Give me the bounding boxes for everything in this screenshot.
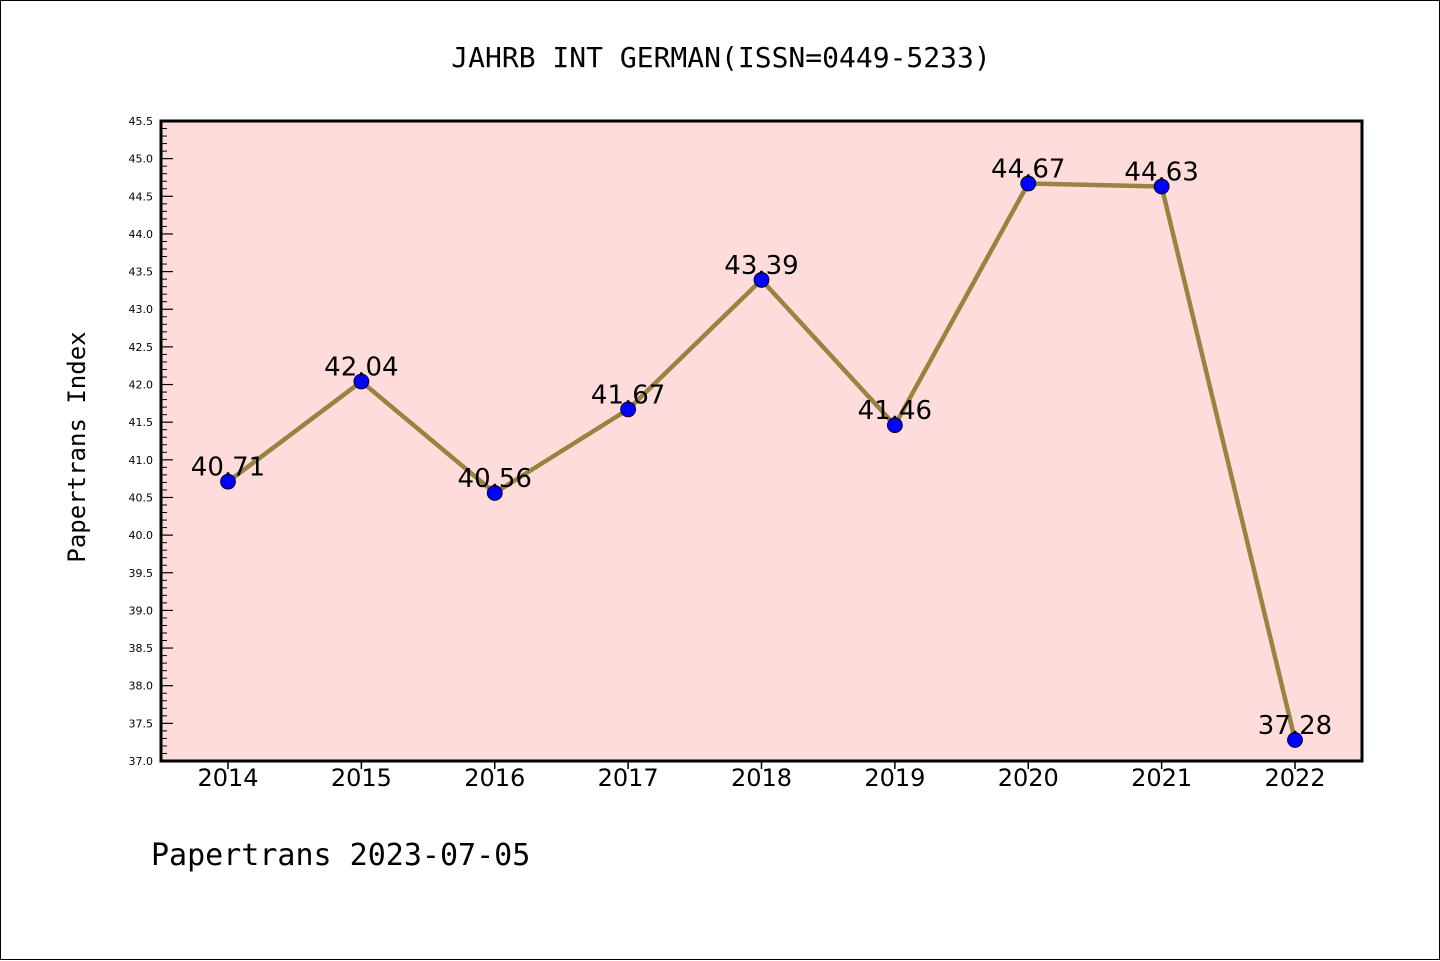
data-points: [220, 175, 1303, 748]
y-tick-label: 39.5: [129, 567, 154, 580]
data-label: 42.04: [324, 353, 398, 383]
data-point: [1287, 732, 1303, 748]
point-labels: 40.71 42.04 40.56 41.67 43.39 41.46 44.67 44.63…: [191, 154, 1332, 740]
data-point: [753, 271, 770, 288]
data-label: 44.63: [1124, 158, 1198, 188]
x-tick-labels: 2014 2015 2016 2017 2018 2019 2020 2021 2022: [197, 764, 1325, 792]
data-point: [353, 373, 370, 390]
y-tick-label: 44.0: [129, 228, 154, 241]
x-tick-label: 2015: [331, 764, 392, 792]
data-label: 41.46: [858, 396, 932, 426]
chart-footer: Papertrans 2023-07-05: [151, 838, 530, 873]
data-label: 40.56: [458, 464, 532, 494]
y-tick-label: 44.5: [129, 190, 154, 203]
data-point: [620, 401, 637, 418]
x-tick-label: 2022: [1264, 764, 1325, 792]
y-tick-label: 41.0: [129, 454, 154, 467]
y-tick-label: 45.5: [129, 115, 154, 128]
plot-area: [161, 121, 1362, 761]
y-tick-label: 38.0: [129, 680, 154, 693]
data-point: [220, 473, 236, 490]
x-tick-label: 2017: [598, 764, 659, 792]
y-tick-label: 43.5: [129, 266, 154, 279]
data-label: 37.28: [1258, 711, 1332, 741]
y-tick-label: 42.5: [129, 341, 154, 354]
y-tick-label: 37.5: [129, 717, 154, 730]
data-point: [1020, 175, 1037, 192]
y-tick-label: 45.0: [129, 153, 154, 166]
x-tick-label: 2019: [864, 764, 925, 792]
y-tick-label: 41.5: [129, 416, 154, 429]
y-tick-label: 37.0: [129, 755, 154, 768]
y-tick-label: 40.0: [129, 529, 154, 542]
chart-title: JAHRB INT GERMAN(ISSN=0449-5233): [451, 41, 990, 74]
plot-frame: [159, 119, 1364, 763]
data-point: [486, 485, 503, 501]
y-tick-label: 40.5: [129, 491, 154, 504]
y-tick-label: 39.0: [129, 604, 154, 617]
x-tick-label: 2020: [998, 764, 1059, 792]
y-tick-labels: 37.0 37.5 38.0 38.5 39.0 39.5 40.0 40.5 41.0 41.5…: [129, 115, 154, 768]
y-tick-label: 38.5: [129, 642, 154, 655]
y-tick-label: 42.0: [129, 379, 154, 392]
data-point: [1153, 178, 1170, 195]
x-tick-label: 2014: [197, 764, 258, 792]
data-label: 43.39: [724, 251, 798, 281]
data-label: 41.67: [591, 380, 665, 410]
data-label: 40.71: [191, 453, 265, 483]
x-tick-label: 2021: [1131, 764, 1192, 792]
data-label: 44.67: [991, 154, 1065, 184]
x-tick-label: 2018: [731, 764, 792, 792]
x-tick-label: 2016: [464, 764, 525, 792]
y-tick-label: 43.0: [129, 303, 154, 316]
data-point: [886, 417, 903, 434]
y-axis-label: Papertrans Index: [63, 331, 91, 562]
